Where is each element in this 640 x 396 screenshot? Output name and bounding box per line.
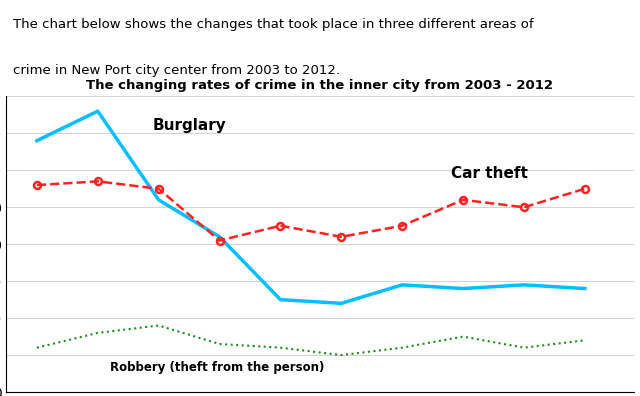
Text: Robbery (theft from the person): Robbery (theft from the person) <box>110 361 324 374</box>
Title: The changing rates of crime in the inner city from 2003 - 2012: The changing rates of crime in the inner… <box>86 80 554 92</box>
Text: Burglary: Burglary <box>152 118 227 133</box>
Text: crime in New Port city center from 2003 to 2012.: crime in New Port city center from 2003 … <box>13 64 340 77</box>
Text: Car theft: Car theft <box>451 166 528 181</box>
Text: The chart below shows the changes that took place in three different areas of: The chart below shows the changes that t… <box>13 18 533 31</box>
